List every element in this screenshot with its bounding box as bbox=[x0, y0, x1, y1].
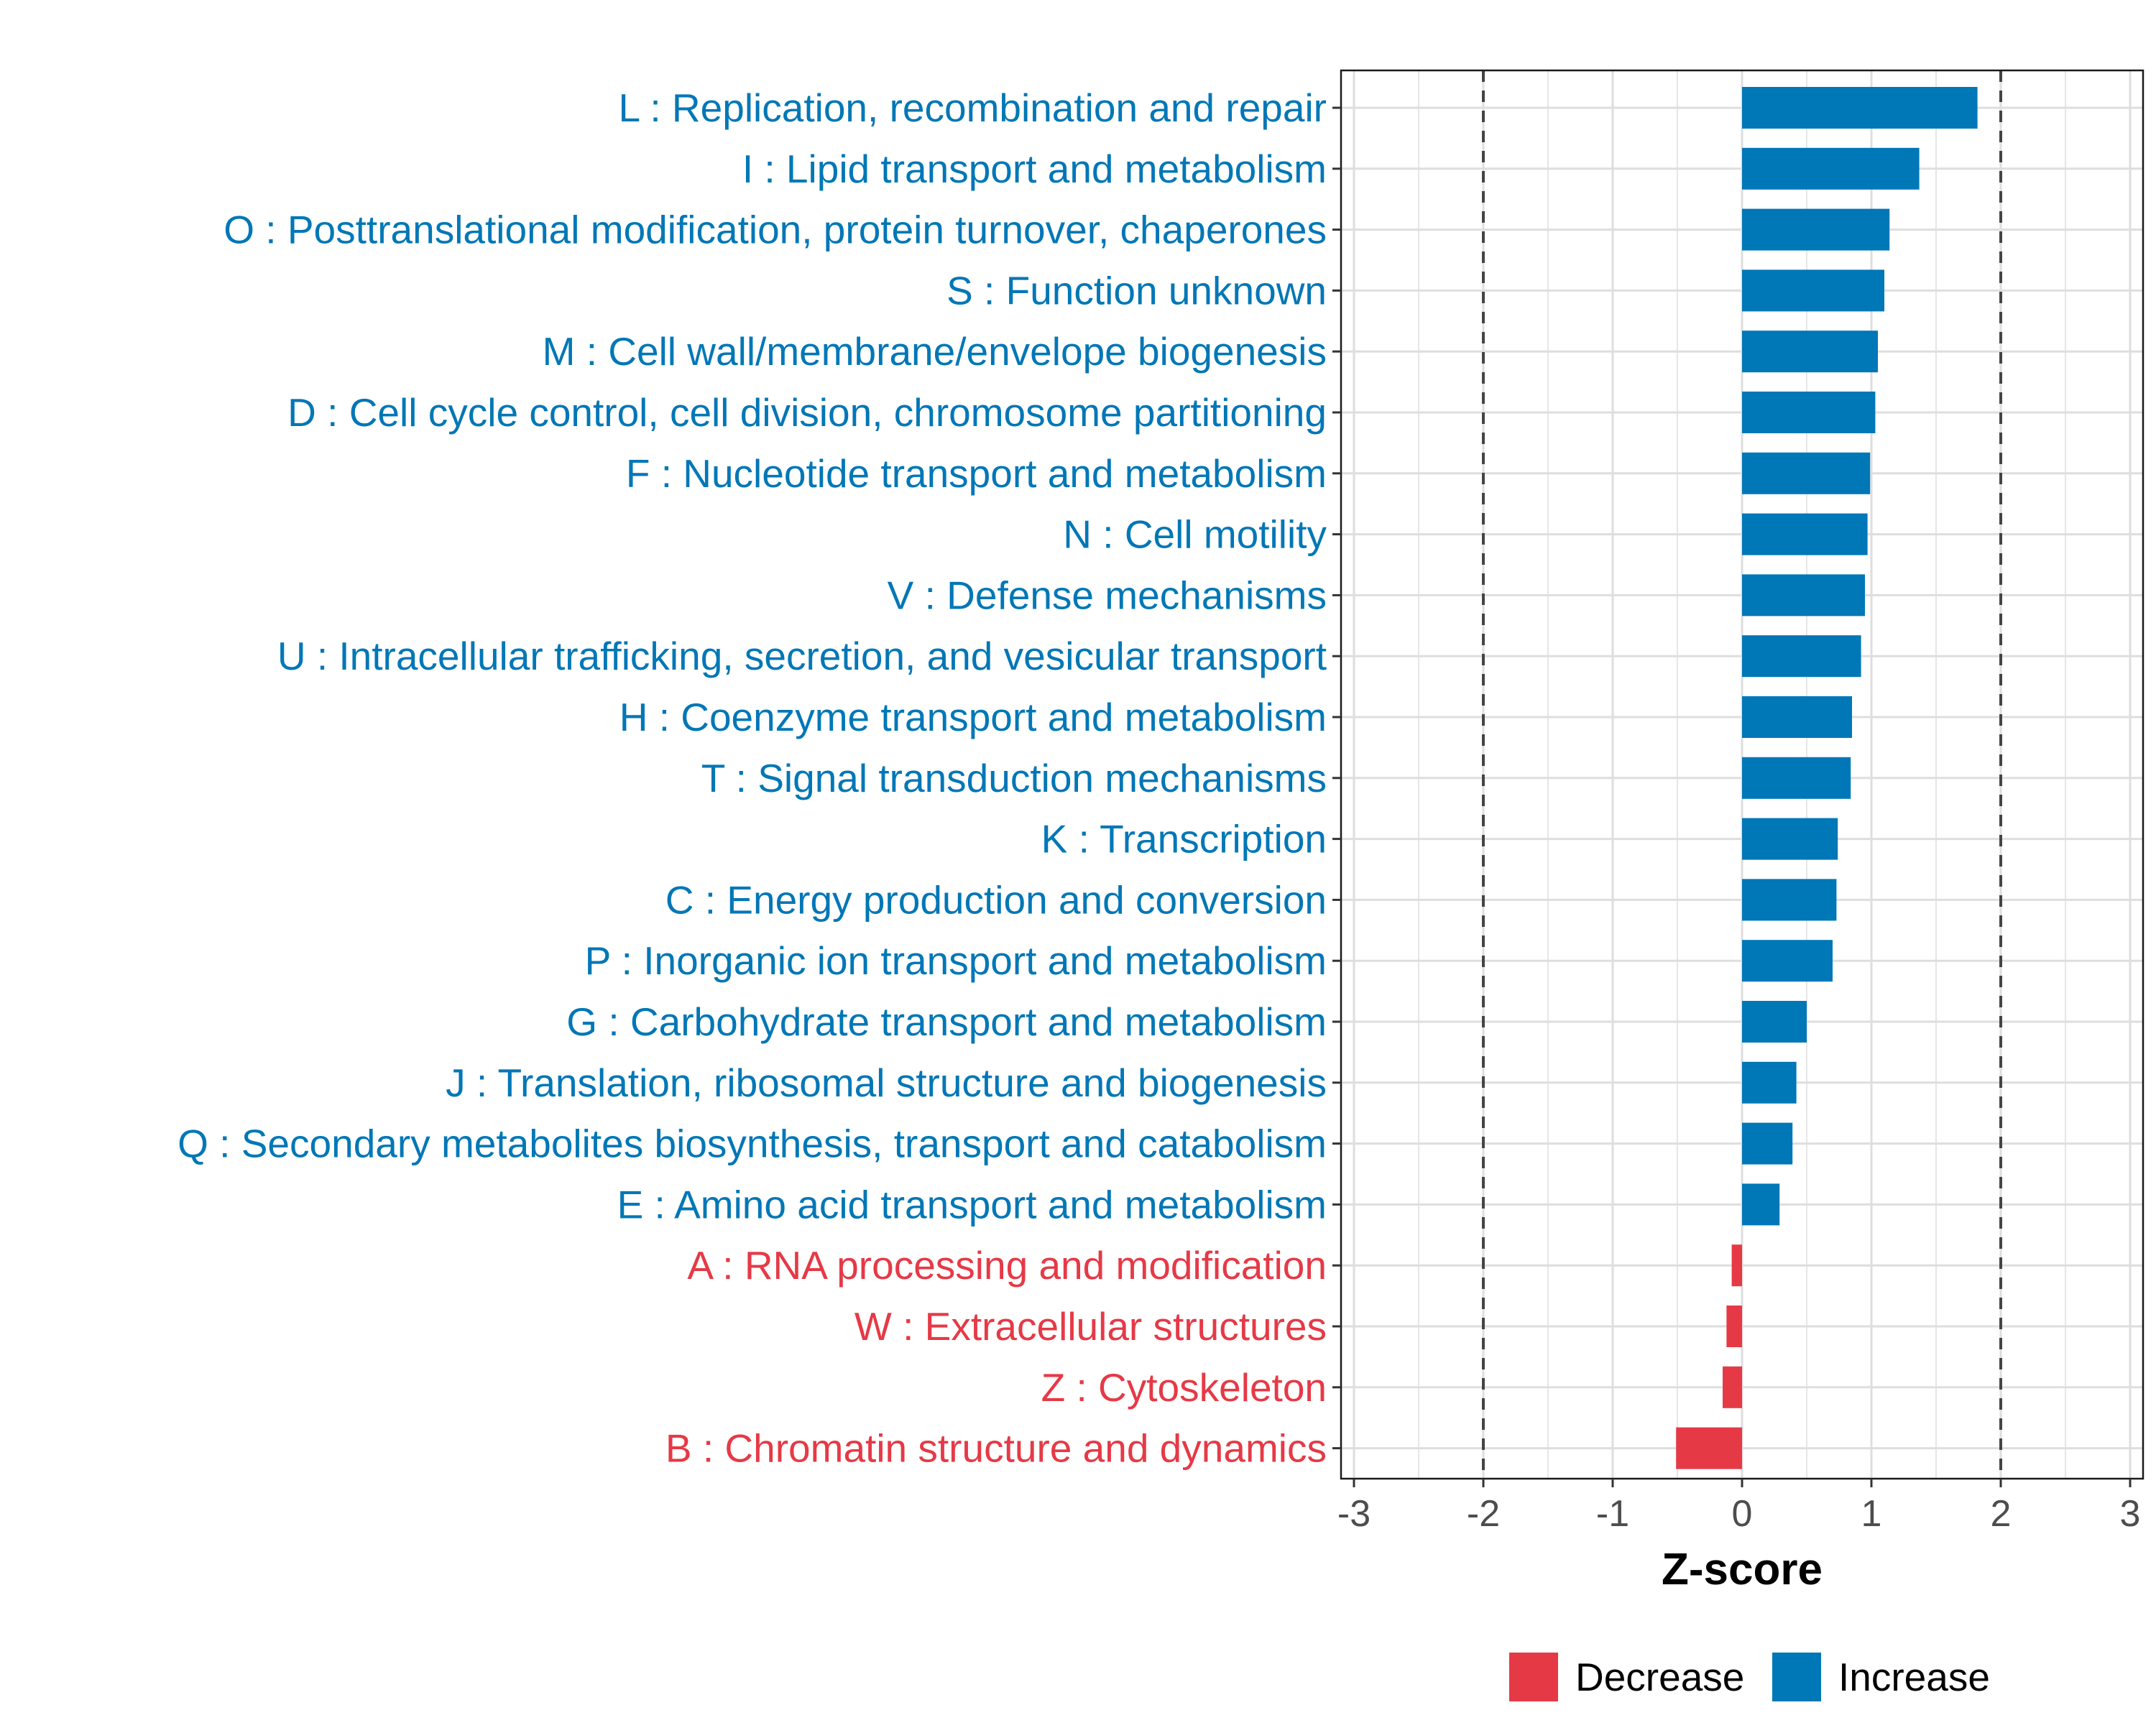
y-tick-label: I : Lipid transport and metabolism bbox=[742, 147, 1327, 191]
y-tick-label: D : Cell cycle control, cell division, c… bbox=[287, 390, 1327, 435]
bar bbox=[1742, 392, 1876, 433]
bar bbox=[1742, 513, 1868, 555]
bar bbox=[1742, 331, 1878, 373]
bars-layer bbox=[1676, 87, 1978, 1469]
x-tick-label: 1 bbox=[1861, 1493, 1882, 1535]
bar bbox=[1742, 696, 1852, 738]
reference-lines bbox=[1482, 70, 2002, 1479]
bar bbox=[1742, 87, 1978, 129]
y-tick-label: T : Signal transduction mechanisms bbox=[701, 756, 1327, 800]
y-tick-label: A : RNA processing and modification bbox=[687, 1243, 1327, 1288]
x-axis: -3 -2 -1 0 1 2 3 bbox=[1337, 1479, 2141, 1535]
bar bbox=[1742, 940, 1833, 982]
x-tick-label: 2 bbox=[1991, 1493, 2012, 1535]
y-tick-label: V : Defense mechanisms bbox=[888, 573, 1327, 617]
y-tick-label: G : Carbohydrate transport and metabolis… bbox=[566, 999, 1327, 1044]
x-tick-label: -1 bbox=[1596, 1493, 1629, 1535]
bar bbox=[1742, 1061, 1797, 1104]
y-tick-label: N : Cell motility bbox=[1063, 512, 1327, 557]
bar bbox=[1723, 1366, 1742, 1408]
bar bbox=[1742, 757, 1851, 799]
bar bbox=[1731, 1244, 1742, 1287]
x-tick-label: 0 bbox=[1732, 1493, 1753, 1535]
x-tick-label: 3 bbox=[2120, 1493, 2141, 1535]
x-axis-title: Z-score bbox=[1662, 1545, 1823, 1594]
y-tick-label: B : Chromatin structure and dynamics bbox=[665, 1426, 1327, 1471]
y-axis: L : Replication, recombination and repai… bbox=[178, 86, 1341, 1471]
legend-key-increase bbox=[1772, 1653, 1821, 1701]
legend: Decrease Increase bbox=[1509, 1653, 1990, 1701]
y-tick-label: E : Amino acid transport and metabolism bbox=[617, 1182, 1327, 1226]
y-tick-label: Z : Cytoskeleton bbox=[1041, 1365, 1327, 1410]
bar bbox=[1742, 635, 1861, 678]
bar bbox=[1742, 147, 1920, 190]
y-tick-label: J : Translation, ribosomal structure and… bbox=[446, 1061, 1327, 1105]
y-tick-label: C : Energy production and conversion bbox=[665, 877, 1327, 922]
bar bbox=[1742, 1001, 1807, 1043]
bar bbox=[1742, 269, 1884, 312]
y-tick-label: P : Inorganic ion transport and metaboli… bbox=[585, 938, 1327, 983]
x-tick-label: -3 bbox=[1337, 1493, 1370, 1535]
y-tick-label: O : Posttranslational modification, prot… bbox=[224, 208, 1327, 252]
legend-label-increase: Increase bbox=[1838, 1655, 1990, 1699]
x-tick-label: -2 bbox=[1467, 1493, 1500, 1535]
bar bbox=[1742, 452, 1871, 494]
legend-label-decrease: Decrease bbox=[1575, 1655, 1744, 1699]
legend-key-decrease bbox=[1509, 1653, 1558, 1701]
bar bbox=[1742, 574, 1865, 616]
y-tick-label: Q : Secondary metabolites biosynthesis, … bbox=[178, 1122, 1327, 1166]
y-tick-label: M : Cell wall/membrane/envelope biogenes… bbox=[543, 329, 1327, 374]
y-tick-label: H : Coenzyme transport and metabolism bbox=[619, 695, 1327, 739]
bar bbox=[1676, 1427, 1742, 1469]
y-tick-label: W : Extracellular structures bbox=[854, 1304, 1327, 1349]
bar bbox=[1742, 208, 1890, 251]
bar bbox=[1726, 1306, 1742, 1347]
y-tick-label: L : Replication, recombination and repai… bbox=[619, 86, 1327, 130]
bar bbox=[1742, 1183, 1780, 1226]
y-tick-label: F : Nucleotide transport and metabolism bbox=[626, 451, 1327, 496]
y-tick-label: K : Transcription bbox=[1041, 817, 1327, 861]
bar bbox=[1742, 818, 1838, 860]
bar bbox=[1742, 1122, 1793, 1165]
y-tick-label: S : Function unknown bbox=[946, 268, 1327, 313]
bar bbox=[1742, 879, 1837, 921]
y-tick-label: U : Intracellular trafficking, secretion… bbox=[277, 634, 1327, 678]
